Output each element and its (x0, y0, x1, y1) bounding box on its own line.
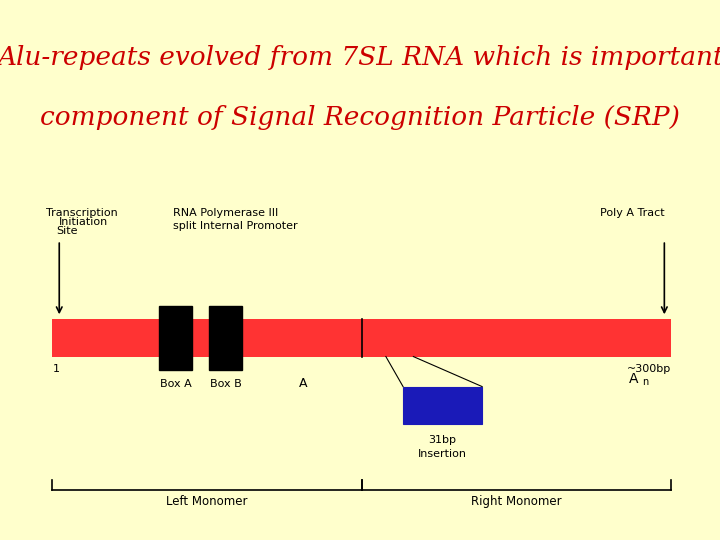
Bar (159, 306, 192, 370)
Text: Alu-repeats evolved from 7SL RNA which is important: Alu-repeats evolved from 7SL RNA which i… (0, 45, 720, 70)
Text: component of Signal Recognition Particle (SRP): component of Signal Recognition Particle… (40, 105, 680, 131)
Text: Initiation: Initiation (59, 217, 109, 227)
Text: Left Monomer: Left Monomer (166, 495, 248, 509)
Text: Right Monomer: Right Monomer (471, 495, 562, 509)
Bar (403, 387, 482, 424)
Text: Poly A Tract: Poly A Tract (600, 208, 665, 218)
Text: Box B: Box B (210, 379, 241, 389)
Text: ~300bp: ~300bp (627, 364, 671, 374)
Text: Insertion: Insertion (418, 449, 467, 458)
Text: 31bp: 31bp (428, 435, 456, 445)
Text: A: A (299, 377, 307, 390)
Bar (53, 319, 671, 356)
Text: Transcription: Transcription (45, 208, 117, 218)
Text: Site: Site (56, 226, 77, 237)
Text: A: A (629, 372, 638, 386)
Bar (209, 306, 242, 370)
Text: RNA Polymerase III: RNA Polymerase III (173, 208, 278, 218)
Text: split Internal Promoter: split Internal Promoter (173, 221, 297, 231)
Text: n: n (642, 377, 648, 387)
Text: Box A: Box A (160, 379, 192, 389)
Text: 1: 1 (53, 364, 59, 374)
